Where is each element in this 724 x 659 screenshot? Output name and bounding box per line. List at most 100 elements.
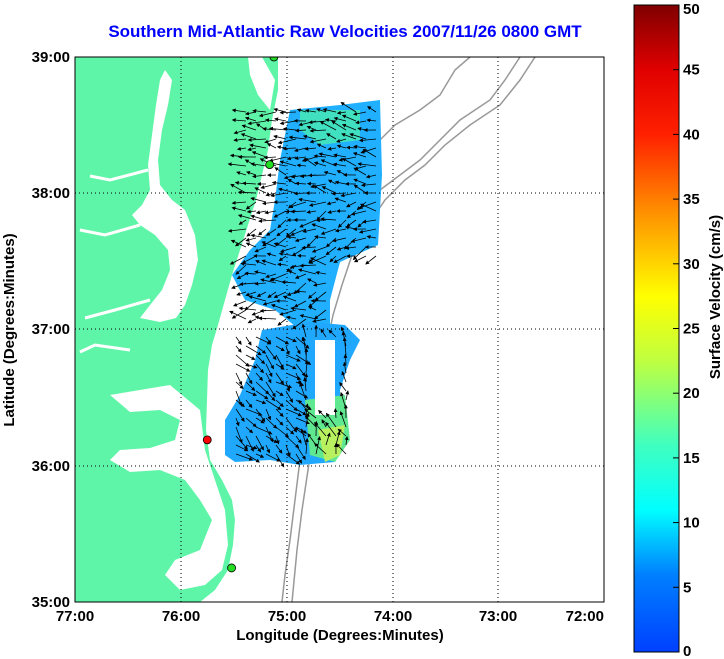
velocity-arrow: [245, 408, 263, 416]
velocity-arrow: [237, 214, 257, 221]
chesapeake-bay: [132, 70, 198, 322]
velocity-arrow: [307, 278, 317, 284]
velocity-arrow: [328, 329, 337, 338]
velocity-arrow: [274, 167, 287, 176]
x-axis-label: Longitude (Degrees:Minutes): [236, 627, 444, 644]
velocity-arrow: [285, 390, 293, 403]
velocity-arrow: [352, 246, 367, 261]
colorbar-tick-label: 15: [683, 450, 700, 467]
velocity-arrow: [275, 336, 290, 345]
velocity-arrow: [266, 228, 277, 236]
velocity-arrow: [255, 444, 262, 453]
velocity-arrow: [235, 408, 245, 422]
velocity-arrow: [282, 146, 297, 151]
velocity-arrow: [294, 147, 307, 153]
velocity-arrow: [298, 120, 317, 127]
velocity-arrow: [254, 187, 267, 194]
velocity-arrow: [245, 345, 262, 356]
velocity-arrow: [313, 161, 327, 167]
colorbar-tick-label: 0: [683, 643, 691, 659]
velocity-arrow: [277, 219, 287, 229]
velocity-arrow: [265, 390, 276, 402]
velocity-arrow: [286, 315, 297, 320]
velocity-arrow: [285, 444, 291, 457]
velocity-arrow: [245, 417, 257, 428]
velocity-arrow: [254, 281, 267, 286]
velocity-arrow: [273, 242, 287, 248]
radar-station-marker: [269, 57, 279, 62]
radar-station-marker: [227, 563, 236, 573]
velocity-arrow: [295, 336, 310, 349]
velocity-arrow: [244, 300, 257, 311]
velocity-arrow: [335, 443, 347, 455]
velocity-arrow: [245, 426, 254, 434]
velocity-arrow: [314, 235, 327, 239]
velocity-arrow: [255, 408, 266, 423]
velocity-arrow: [287, 178, 297, 185]
velocity-arrow: [345, 390, 350, 401]
velocity-arrow: [359, 203, 377, 212]
velocity-arrow: [325, 432, 331, 446]
velocity-arrow: [337, 219, 347, 228]
velocity-arrow: [362, 219, 377, 224]
lon-tick: 75:00: [268, 608, 306, 625]
velocity-arrow: [255, 372, 264, 381]
velocity-arrow: [294, 128, 307, 133]
velocity-arrow: [295, 435, 302, 444]
velocity-arrow: [304, 360, 309, 374]
velocity-arrow: [294, 181, 307, 186]
velocity-arrow: [336, 144, 347, 149]
velocity-arrow: [337, 428, 347, 437]
velocity-arrow: [255, 417, 265, 424]
velocity-arrow: [229, 255, 247, 265]
colorbar-label: Surface Velocity (cm/s): [707, 215, 724, 379]
velocity-arrow: [239, 282, 257, 287]
velocity-arrow: [360, 183, 377, 188]
velocity-arrow: [227, 228, 247, 233]
velocity-arrow: [277, 318, 287, 326]
velocity-arrow: [255, 399, 267, 405]
velocity-arrow: [275, 399, 284, 408]
velocity-arrow: [299, 263, 317, 268]
velocity-arrow: [247, 137, 267, 142]
velocity-arrow: [235, 363, 251, 372]
velocity-arrow: [238, 306, 257, 311]
velocity-arrow: [302, 228, 317, 234]
velocity-arrow: [229, 310, 247, 320]
velocity-arrow: [265, 399, 282, 410]
velocity-arrow: [230, 183, 247, 194]
velocity-arrow: [263, 155, 277, 160]
colorbar-tick-label: 30: [683, 256, 700, 273]
velocity-arrow: [353, 167, 367, 176]
velocity-arrow: [314, 309, 327, 320]
velocity-arrow: [320, 328, 327, 338]
velocity-arrow: [353, 111, 367, 116]
velocity-arrow: [265, 336, 272, 345]
velocity-arrow: [227, 162, 247, 167]
velocity-arrow: [332, 237, 347, 243]
velocity-arrow: [313, 185, 327, 194]
lat-tick-labels: 39:00 38:00 37:00 36:00 35:00: [32, 49, 70, 611]
lon-tick-labels: 77:00 76:00 75:00 74:00 73:00 72:00: [56, 608, 604, 625]
velocity-arrow: [275, 417, 284, 426]
velocity-arrow: [313, 154, 327, 159]
velocity-arrow: [258, 111, 277, 118]
velocity-arrow: [333, 408, 338, 419]
velocity-arrow: [265, 444, 270, 454]
velocity-arrow: [245, 237, 257, 242]
velocity-arrow: [304, 408, 317, 419]
velocity-arrow: [235, 453, 254, 461]
velocity-arrow: [311, 223, 327, 230]
velocity-arrow: [302, 134, 317, 140]
velocity-arrows: [227, 102, 377, 468]
velocity-arrow: [235, 435, 248, 450]
velocity-arrow: [235, 372, 243, 386]
velocity-arrow: [362, 148, 377, 158]
velocity-arrow: [341, 133, 357, 140]
velocity-arrow: [245, 399, 253, 408]
velocity-arrow: [294, 273, 307, 279]
velocity-arrow: [265, 408, 272, 421]
velocity-arrow: [265, 363, 273, 378]
velocity-arrow: [245, 435, 254, 452]
map-grid: [75, 57, 604, 602]
